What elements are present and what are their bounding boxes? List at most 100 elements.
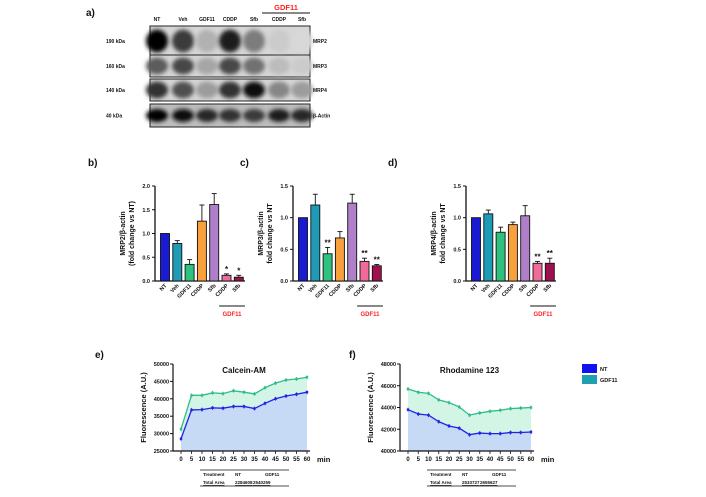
panel-label: c): [240, 158, 249, 169]
y-tick-label: 1.0: [453, 216, 461, 222]
y-axis-label: fold change vs NT: [440, 203, 447, 264]
legend-item-gdf11: GDF11: [582, 375, 617, 384]
y-tick-label: 0.0: [280, 279, 288, 285]
x-tick-label: 10: [199, 457, 206, 463]
table-cell: 2284608: [235, 480, 253, 485]
table-header: GDF11: [492, 472, 507, 477]
x-tick-label: CDDP: [526, 283, 541, 298]
data-point: [211, 406, 214, 410]
blot-mrp3: [146, 54, 313, 78]
bar: [471, 217, 481, 282]
data-point: [437, 398, 440, 402]
x-tick-label: 40: [487, 457, 494, 463]
x-tick-label: 25: [456, 457, 463, 463]
data-point: [447, 401, 451, 404]
lane-label: NT: [154, 17, 161, 23]
data-point: [468, 433, 471, 436]
y-axis-label: MRP4/β-actin: [431, 211, 438, 255]
x-tick-label: 10: [425, 457, 432, 463]
data-point: [406, 408, 410, 411]
y-tick-label: 0.0: [142, 279, 150, 285]
chart-title: Calcein-AM: [222, 366, 266, 375]
bar: [483, 213, 494, 282]
lane-label: Sfb: [250, 17, 258, 23]
legend-label: NT: [600, 367, 608, 373]
data-point: [478, 431, 481, 435]
data-point: [263, 402, 267, 405]
data-point: [274, 381, 277, 385]
y-tick-label: 25000: [154, 449, 169, 455]
legend-swatch: [582, 375, 597, 384]
y-tick-label: 0.5: [280, 247, 288, 253]
protein-label: MRP3: [313, 64, 327, 70]
bar: [310, 204, 321, 282]
band: [146, 57, 168, 75]
x-unit-label: min: [317, 455, 331, 464]
data-point: [509, 431, 512, 434]
x-tick-label: Veh: [170, 283, 182, 295]
kda-label: 40 kDa: [106, 114, 122, 120]
bar-chart-c: c) 0.0 0.5 1.0 1.5 MRP3/β-actin fold change vs…: [240, 158, 383, 318]
x-tick-label: 50: [283, 457, 290, 463]
x-tick-label: 35: [251, 457, 258, 463]
bar: [507, 224, 518, 282]
bar: [172, 243, 183, 282]
y-tick-label: 1.0: [142, 232, 150, 238]
data-point: [190, 408, 193, 412]
y-tick-label: 42000: [381, 427, 396, 433]
panel-label-a: a): [86, 8, 95, 19]
x-tick-label: 20: [446, 457, 453, 463]
x-tick-label: 35: [476, 457, 483, 463]
blot-actin: [146, 103, 313, 128]
x-tick-label: Sfb: [345, 283, 356, 294]
lane-label: GDF11: [199, 17, 215, 23]
kda-label: 160 kDa: [106, 64, 125, 70]
table-header: Treatment: [430, 472, 452, 477]
significance-marker: **: [534, 252, 541, 261]
x-tick-label: 0: [179, 457, 183, 463]
data-point: [179, 427, 183, 431]
data-point: [295, 393, 298, 396]
bar: [347, 202, 358, 282]
data-point: [242, 405, 246, 408]
x-tick-label: 50: [507, 457, 514, 463]
bar: [495, 231, 506, 282]
significance-marker: **: [361, 249, 368, 258]
band: [196, 109, 218, 122]
band: [219, 57, 241, 75]
significance-marker: **: [324, 238, 331, 247]
band: [172, 109, 194, 122]
data-point: [190, 394, 193, 397]
kda-label: 190 kDa: [106, 39, 125, 45]
blot-mrp4: [146, 78, 313, 102]
data-point: [221, 406, 225, 410]
y-tick-label: 40000: [154, 397, 169, 403]
bar-chart-d: d) 0.0 0.5 1.0 1.5 MRP4/β-actin fold change vs…: [388, 158, 556, 318]
x-tick-label: 45: [272, 457, 279, 463]
table-header: NT: [235, 472, 241, 477]
bar: [520, 215, 531, 282]
gdf11-area: [181, 377, 307, 439]
data-point: [458, 405, 461, 409]
x-tick-label: 55: [293, 457, 300, 463]
bar: [209, 204, 220, 282]
band: [146, 29, 168, 53]
legend-item-nt: NT: [582, 364, 608, 373]
y-tick-label: 50000: [154, 362, 169, 368]
y-axis-label: MRP2/β-actin: [120, 211, 127, 255]
data-point: [305, 390, 309, 394]
bar: [196, 220, 207, 282]
bar: [544, 262, 555, 282]
bar: [221, 274, 232, 282]
significance-marker: **: [547, 249, 554, 258]
data-point: [437, 420, 440, 423]
y-tick-label: 46000: [381, 384, 396, 390]
nt-area: [181, 392, 307, 451]
x-tick-label: Veh: [308, 283, 320, 295]
significance-marker: *: [225, 265, 229, 274]
panel-label: e): [95, 350, 104, 361]
data-point: [284, 394, 288, 398]
band: [268, 81, 290, 99]
x-tick-label: Sfb: [518, 283, 529, 294]
